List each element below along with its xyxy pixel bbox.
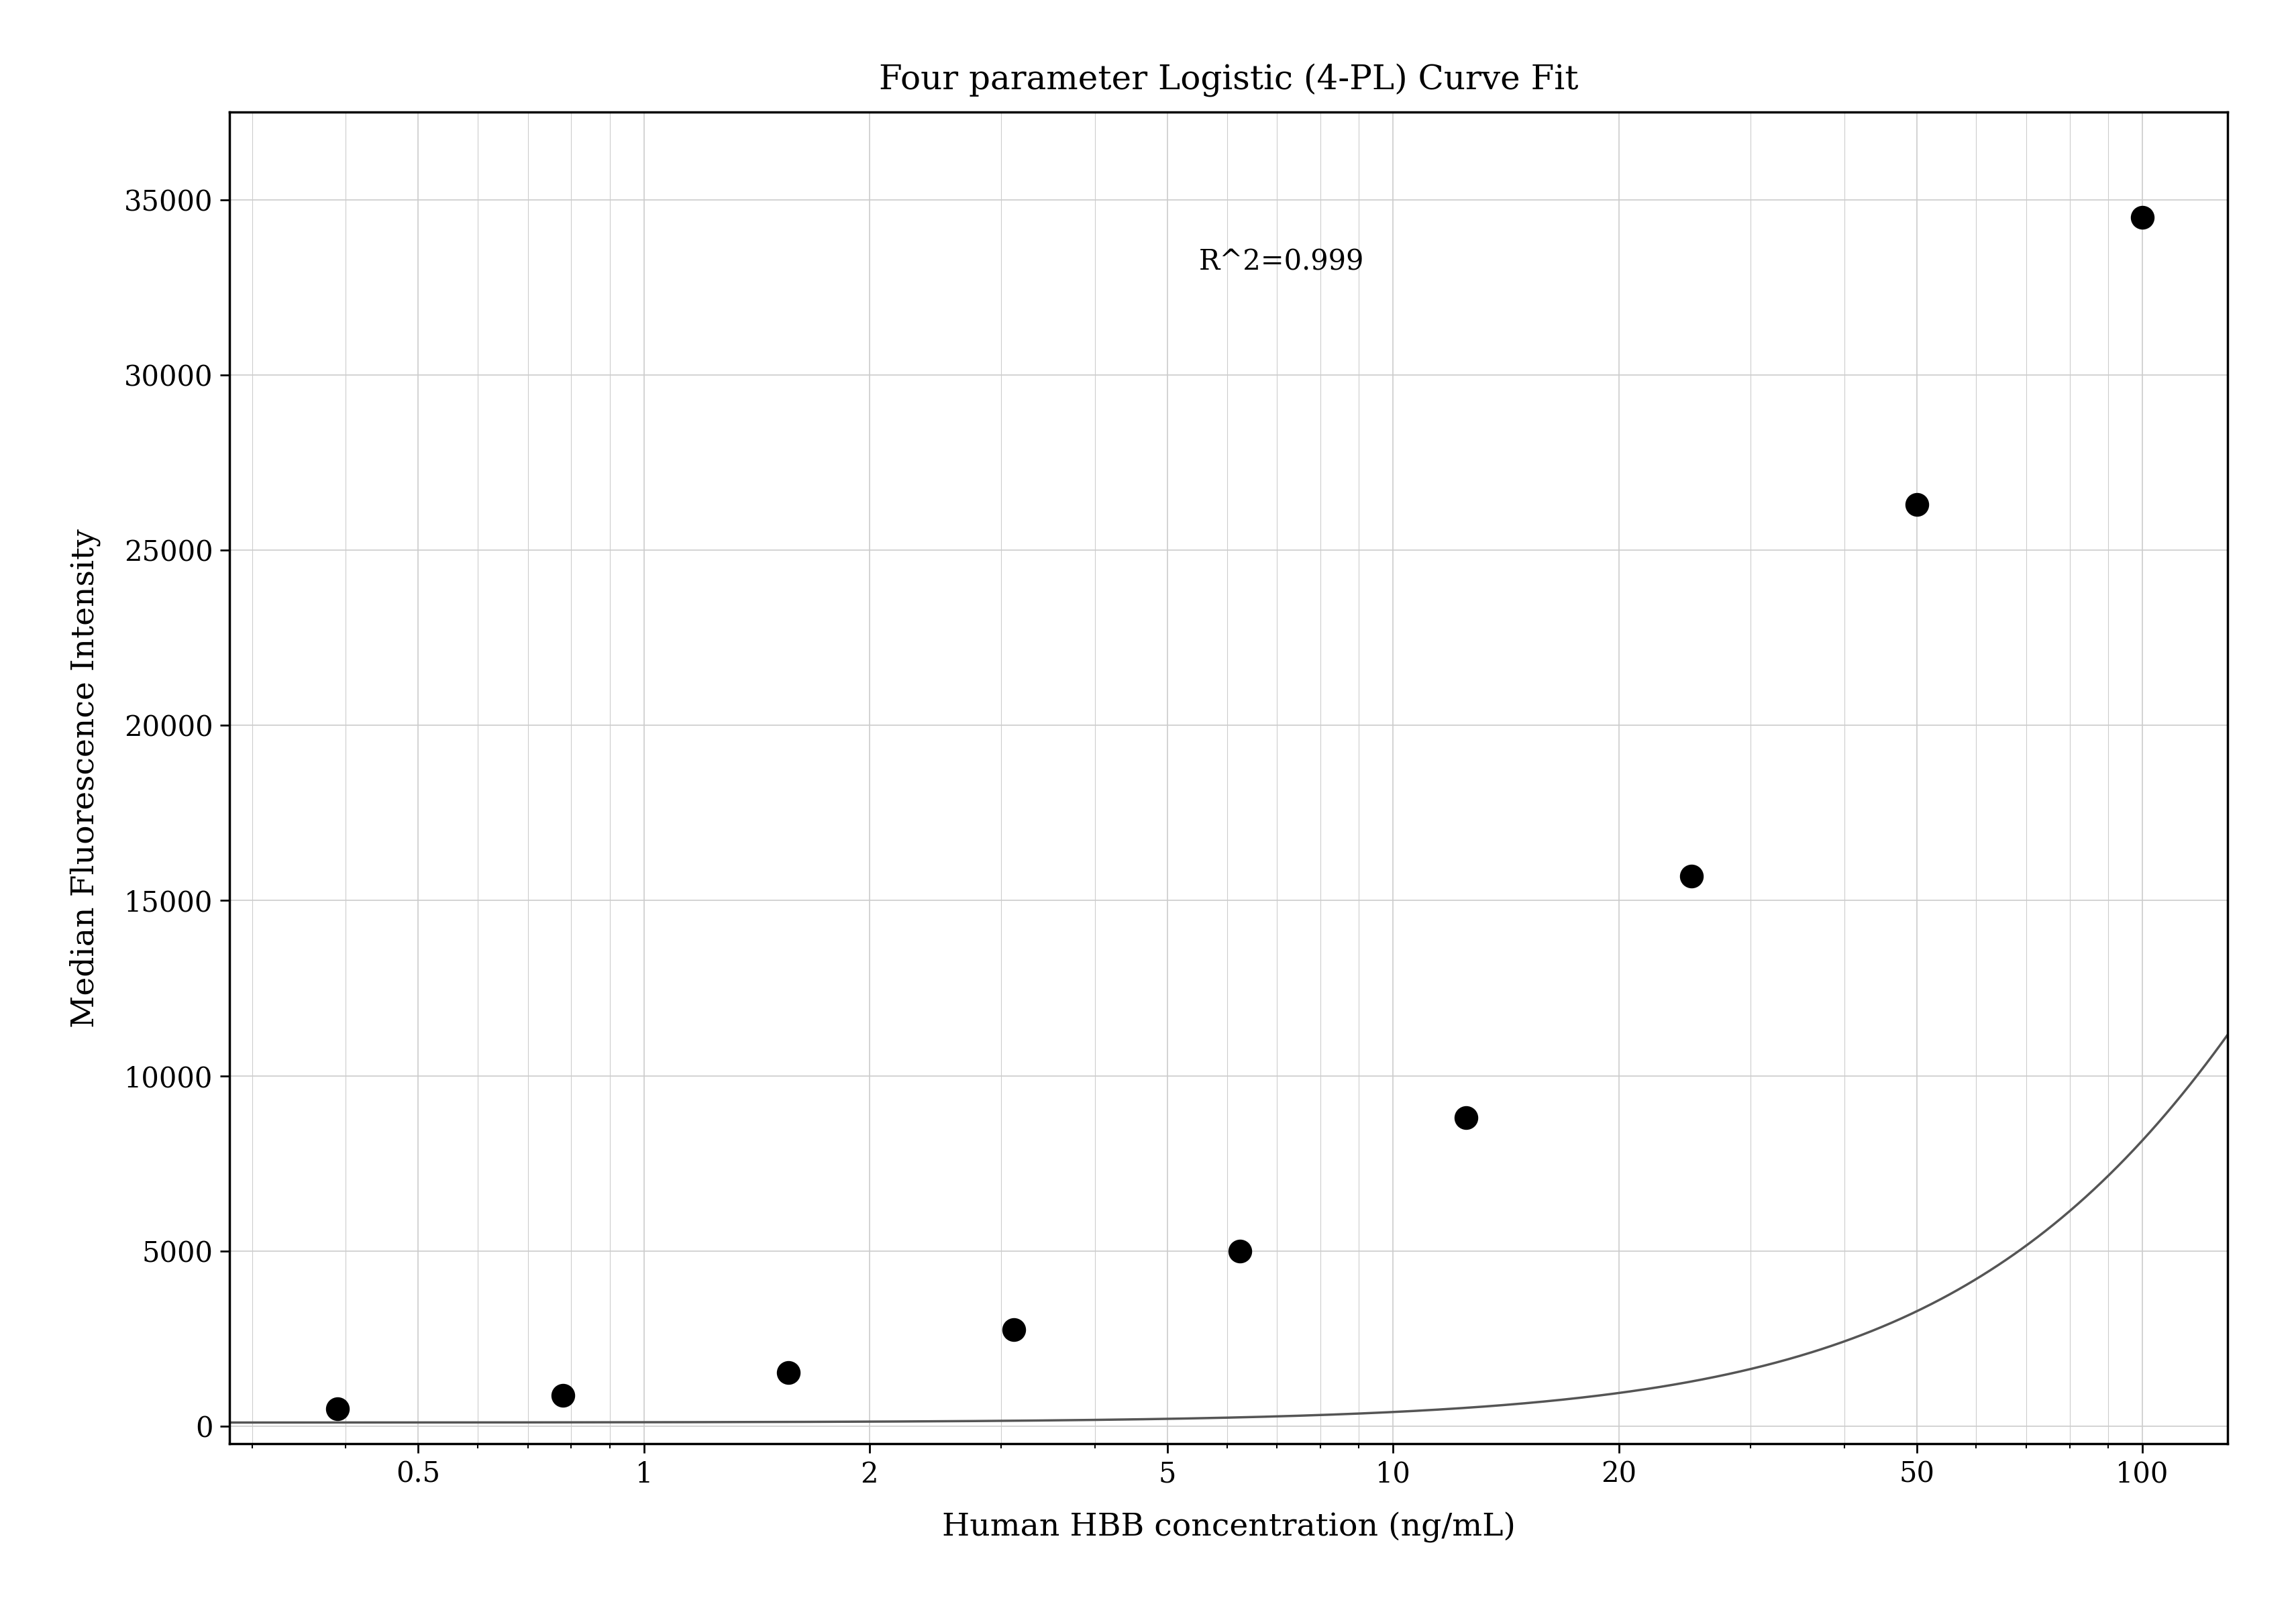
Point: [544, 1383, 581, 1408]
Point: [769, 1360, 806, 1386]
Point: [319, 1395, 356, 1421]
Point: [996, 1317, 1033, 1343]
Point: [1221, 1238, 1258, 1264]
Title: Four parameter Logistic (4-PL) Curve Fit: Four parameter Logistic (4-PL) Curve Fit: [879, 63, 1577, 96]
X-axis label: Human HBB concentration (ng/mL): Human HBB concentration (ng/mL): [941, 1513, 1515, 1543]
Point: [2124, 205, 2161, 231]
Point: [1899, 492, 1936, 518]
Y-axis label: Median Fluorescence Intensity: Median Fluorescence Intensity: [69, 528, 101, 1028]
Point: [1671, 863, 1708, 889]
Point: [1446, 1105, 1483, 1131]
Text: R^2=0.999: R^2=0.999: [1199, 247, 1364, 276]
